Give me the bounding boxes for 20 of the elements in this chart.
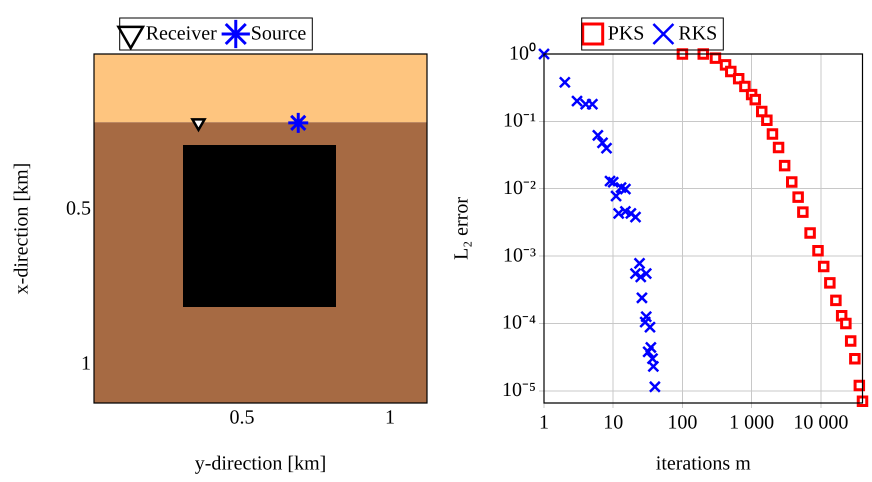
x-axis-title: y-direction [km] [194,452,326,474]
x-axis-title: iterations m [656,452,752,474]
legend-label: Source [250,22,306,44]
y-tick-label: 10⁻³ [503,244,536,266]
y-tick-label: 10⁻¹ [503,110,536,132]
y-axis-title: x-direction [km] [10,162,32,294]
y-tick-label: 10⁻⁵ [502,379,536,402]
y-tick-label: 10⁻⁴ [502,312,536,334]
y-tick-label: 10⁰ [509,41,536,64]
x-tick-label: 10 [603,411,624,434]
legend-label: Receiver [146,22,218,44]
x-tick-label: 1 000 [729,411,774,434]
legend-label: PKS [608,22,644,44]
x-tick-label: 0.5 [230,406,254,428]
x-tick-label: 1 [385,406,395,428]
y-tick-label: 10⁻² [503,176,536,199]
legend-label: RKS [678,22,718,44]
x-tick-label: 100 [667,411,698,434]
x-tick-label: 10 000 [793,411,848,434]
y-axis-title: L₂ error [450,196,472,260]
